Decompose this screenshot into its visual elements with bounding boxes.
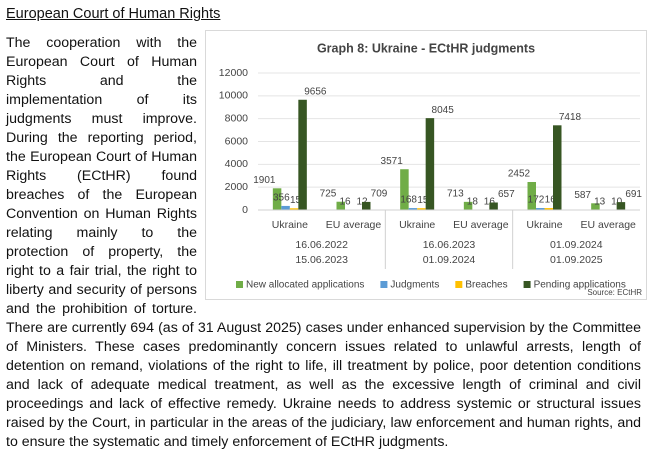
source: Source: ECtHR (587, 288, 642, 297)
legend-swatch (523, 281, 531, 288)
bar (591, 203, 600, 210)
period-label: 16.06.2023 (423, 239, 476, 251)
y-tick-label: 2000 (225, 181, 249, 193)
legend-label: Breaches (465, 280, 507, 291)
bar (425, 118, 435, 210)
bar (616, 202, 626, 210)
bar (489, 202, 498, 210)
data-label: 2452 (508, 169, 531, 180)
data-label: 168 (400, 195, 417, 206)
legend-label: Judgments (390, 280, 439, 291)
data-label: 1901 (253, 175, 276, 186)
y-tick-label: 10000 (219, 90, 248, 102)
body-text: The cooperation with the European Court … (6, 35, 641, 450)
x-tick-label: EU average (326, 219, 382, 231)
legend-swatch (455, 281, 463, 288)
y-tick-label: 12000 (219, 67, 248, 79)
data-label: 9656 (304, 86, 327, 97)
chart-title: Graph 8: Ukraine - ECtHR judgments (317, 41, 535, 55)
data-label: 657 (498, 189, 515, 200)
bar (400, 169, 409, 210)
bar (336, 201, 345, 210)
legend-label: New allocated applications (246, 280, 364, 291)
data-label: 713 (447, 189, 464, 200)
data-label: 16 (339, 196, 351, 207)
bar (527, 182, 536, 210)
data-label: 13 (594, 196, 606, 207)
data-label: 172 (528, 195, 545, 206)
chart: Graph 8: Ukraine - ECtHR judgments Sourc… (219, 41, 643, 297)
data-label: 7418 (559, 112, 582, 123)
data-label: 18 (467, 196, 479, 207)
data-label: 356 (273, 193, 290, 204)
data-label: 691 (625, 189, 642, 200)
data-label: 3571 (381, 156, 404, 167)
x-tick-label: Ukraine (526, 219, 562, 231)
bar (536, 208, 545, 210)
bar (298, 99, 307, 210)
legend-label: Pending applications (534, 280, 626, 291)
data-label: 10 (611, 197, 623, 208)
period-label: 01.09.2024 (550, 239, 603, 251)
bar (417, 208, 426, 210)
legend-swatch (236, 281, 243, 288)
x-tick-label: EU average (453, 219, 509, 231)
period-label: 16.06.2022 (295, 239, 348, 251)
chart-box: Graph 8: Ukraine - ECtHR judgments Sourc… (205, 30, 647, 300)
bar (463, 201, 473, 210)
y-tick-label: 6000 (225, 135, 249, 147)
bar (553, 125, 562, 210)
x-tick-label: EU average (580, 219, 636, 231)
period-label: 01.09.2024 (423, 254, 476, 266)
data-label: 709 (371, 189, 388, 200)
period-label: 01.09.2025 (550, 254, 603, 266)
y-tick-label: 4000 (225, 158, 249, 170)
data-label: 16 (484, 196, 496, 207)
y-tick-label: 0 (242, 204, 248, 216)
bar (362, 201, 371, 210)
period-label: 15.06.2023 (295, 254, 348, 266)
x-tick-label: Ukraine (399, 219, 435, 231)
section-title: European Court of Human Rights (6, 6, 221, 22)
bar (272, 188, 282, 210)
x-tick-label: Ukraine (272, 219, 308, 231)
bar (281, 205, 290, 210)
y-tick-label: 8000 (225, 112, 249, 124)
bar (408, 208, 418, 210)
data-label: 587 (574, 190, 591, 201)
data-label: 725 (320, 188, 337, 199)
legend-swatch (380, 281, 388, 288)
bar (289, 208, 299, 210)
bar (544, 208, 553, 210)
data-label: 8045 (432, 105, 455, 116)
